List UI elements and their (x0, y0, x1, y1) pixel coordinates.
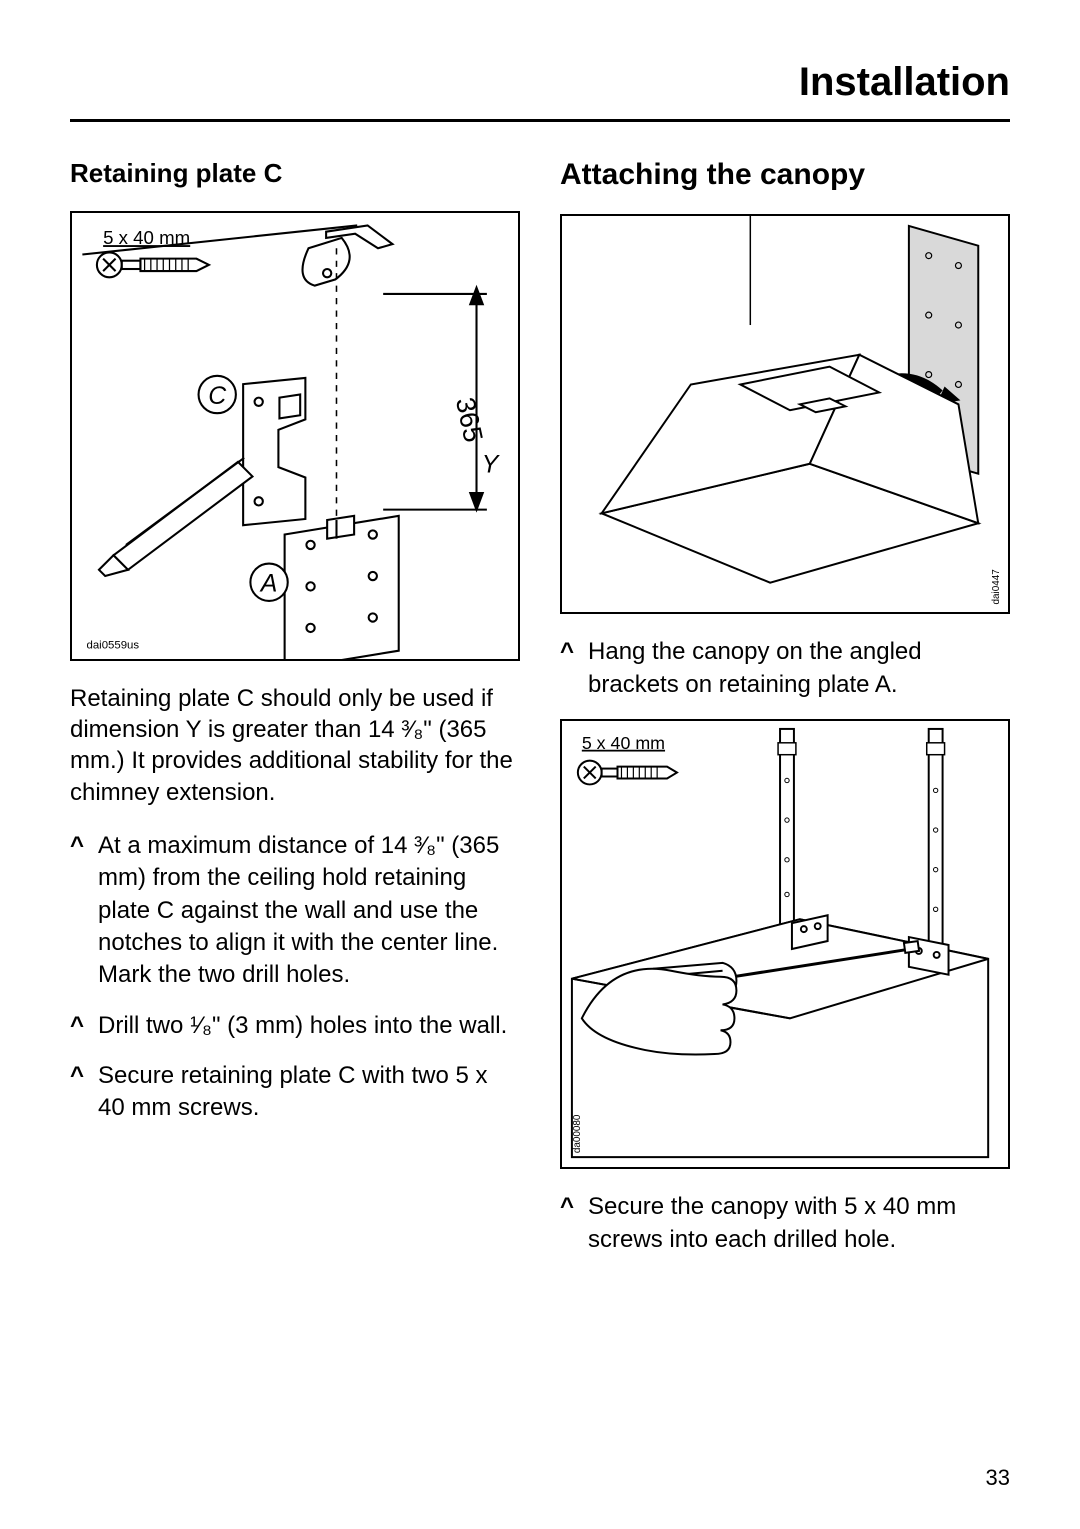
page-title: Installation (70, 60, 1010, 122)
page-number: 33 (986, 1465, 1010, 1491)
dim-365: 365 (450, 395, 489, 445)
figure-secure-canopy: 5 x 40 mm (560, 719, 1010, 1169)
step-item: ^ Secure the canopy with 5 x 40 mm screw… (560, 1191, 1010, 1256)
step-marker: ^ (70, 830, 84, 992)
svg-text:5 x 40 mm: 5 x 40 mm (582, 733, 665, 753)
step-item: ^ Drill two ¹⁄₈" (3 mm) holes into the w… (70, 1010, 520, 1042)
svg-text:A: A (259, 570, 278, 598)
figure-retaining-plate-c: 365 Y 5 x 40 mm (70, 211, 520, 661)
content-columns: Retaining plate C (70, 158, 1010, 1274)
svg-text:Y: Y (482, 450, 501, 478)
svg-text:da00080: da00080 (572, 1114, 583, 1153)
step-item: ^ Hang the canopy on the angled brackets… (560, 636, 1010, 701)
figure-hang-canopy: dai0447 (560, 214, 1010, 614)
step-marker: ^ (70, 1010, 84, 1042)
svg-text:dai0447: dai0447 (991, 569, 1002, 605)
left-steps: ^ At a maximum distance of 14 ³⁄₈" (365 … (70, 830, 520, 1125)
step-text: At a maximum distance of 14 ³⁄₈" (365 mm… (98, 830, 520, 992)
left-column: Retaining plate C (70, 158, 520, 1274)
svg-text:dai0559us: dai0559us (87, 640, 140, 652)
right-steps-2: ^ Secure the canopy with 5 x 40 mm screw… (560, 1191, 1010, 1256)
left-subheading: Retaining plate C (70, 158, 520, 189)
svg-text:C: C (208, 382, 227, 410)
step-text: Drill two ¹⁄₈" (3 mm) holes into the wal… (98, 1010, 520, 1042)
step-text: Secure retaining plate C with two 5 x 40… (98, 1060, 520, 1125)
step-marker: ^ (70, 1060, 84, 1125)
right-steps-1: ^ Hang the canopy on the angled brackets… (560, 636, 1010, 701)
step-text: Hang the canopy on the angled brackets o… (588, 636, 1010, 701)
step-marker: ^ (560, 636, 574, 701)
page: Installation Retaining plate C (0, 0, 1080, 1529)
step-marker: ^ (560, 1191, 574, 1256)
left-intro-text: Retaining plate C should only be used if… (70, 683, 520, 808)
right-section-heading: Attaching the canopy (560, 158, 1010, 192)
screw-label-left: 5 x 40 mm (103, 227, 190, 248)
right-column: Attaching the canopy (560, 158, 1010, 1274)
step-item: ^ At a maximum distance of 14 ³⁄₈" (365 … (70, 830, 520, 992)
step-item: ^ Secure retaining plate C with two 5 x … (70, 1060, 520, 1125)
step-text: Secure the canopy with 5 x 40 mm screws … (588, 1191, 1010, 1256)
